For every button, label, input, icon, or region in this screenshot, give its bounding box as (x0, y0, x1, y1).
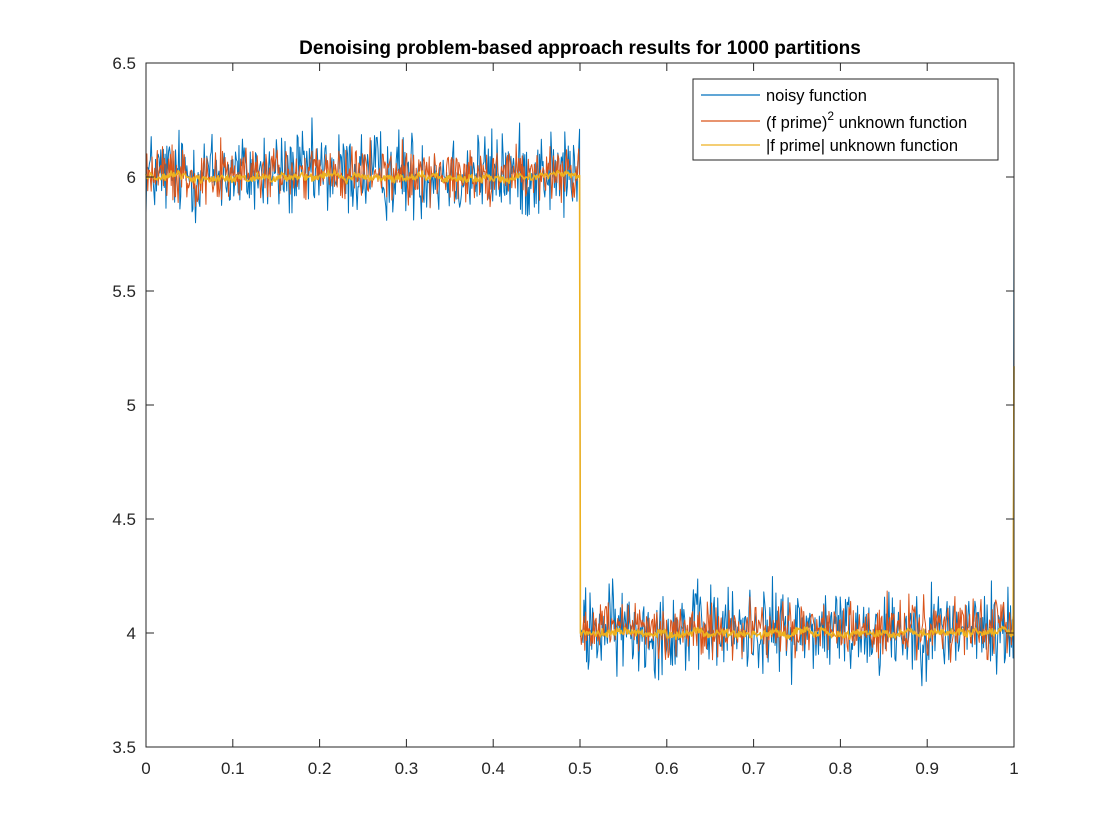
y-tick-label: 5 (127, 396, 136, 415)
x-tick-label: 0.4 (481, 759, 505, 778)
y-tick-label: 4.5 (112, 510, 136, 529)
legend-label-f-prime-squared-base: (f prime) (766, 114, 827, 132)
chart-title: Denoising problem-based approach results… (299, 38, 861, 59)
y-tick-label: 6 (127, 168, 136, 187)
legend-label-abs-f-prime: |f prime| unknown function (766, 137, 958, 155)
x-tick-label: 0 (141, 759, 150, 778)
x-tick-label: 0.2 (308, 759, 332, 778)
series-layer (145, 117, 1015, 687)
x-tick-label: 0.5 (568, 759, 592, 778)
x-tick-label: 1 (1009, 759, 1018, 778)
legend-box (692, 78, 999, 161)
legend-label-noisy: noisy function (766, 87, 867, 105)
legend: noisy function (f prime)2 unknown functi… (692, 78, 999, 161)
legend-label-f-prime-squared: (f prime)2 unknown function (766, 109, 967, 132)
y-tick-label: 3.5 (112, 738, 136, 757)
x-tick-label: 0.1 (221, 759, 245, 778)
x-tick-label: 0.9 (915, 759, 939, 778)
legend-label-f-prime-squared-suffix: unknown function (834, 114, 967, 132)
x-tick-label: 0.3 (395, 759, 419, 778)
y-tick-label: 5.5 (112, 282, 136, 301)
x-tick-label: 0.6 (655, 759, 679, 778)
series-line-abs-f-prime (145, 169, 1015, 641)
x-tick-label: 0.7 (742, 759, 766, 778)
legend-label-f-prime-squared-superscript: 2 (827, 109, 834, 123)
x-tick-label: 0.8 (829, 759, 853, 778)
y-tick-label: 6.5 (112, 54, 136, 73)
y-tick-label: 4 (127, 624, 136, 643)
ticks-layer: 0 0.1 0.2 0.3 0.4 0.5 0.6 0.7 0.8 0.9 1 3.5 4 4.5 5 5.5… (112, 54, 1018, 778)
